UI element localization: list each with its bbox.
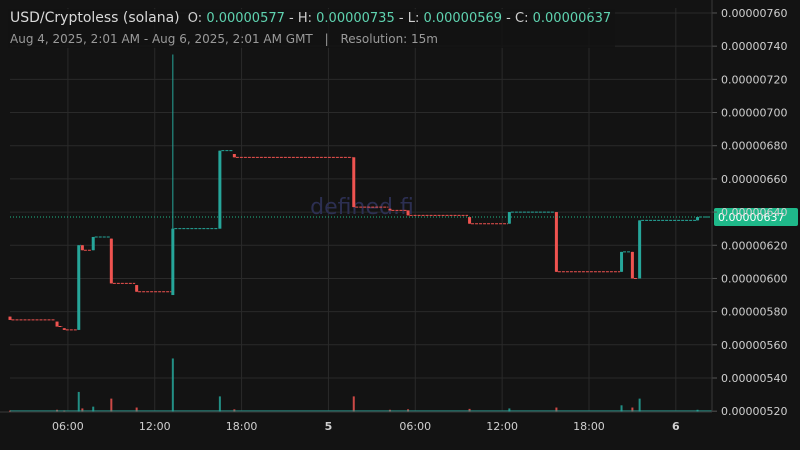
volume-bar [631,407,634,412]
low-value: 0.00000569 [423,11,503,26]
time-tick-label: 18:00 [573,420,605,433]
candle-body [8,316,12,320]
candle-body [55,321,59,327]
volume-baseline [10,410,712,412]
candle-body [468,217,472,224]
volume-bar [555,407,558,412]
candle-body [77,245,81,330]
volume-bar [77,391,80,412]
high-value: 0.00000735 [316,11,395,26]
open-value: 0.00000577 [206,11,285,26]
time-tick-label: 12:00 [139,420,171,433]
volume-bars [9,358,712,412]
separator: | [324,32,329,46]
candle-body [507,212,511,224]
candle-body [171,228,175,296]
chart-header: USD/Cryptoless (solana) O: 0.00000577 - … [8,9,616,48]
volume-bar [638,398,641,412]
time-tick-label: 06:00 [399,420,431,433]
candle-body [62,328,66,330]
volume-bar [135,407,138,412]
price-tick-label: 0.00000520 [721,405,787,418]
candle-body [232,154,236,158]
time-tick-label: 5 [325,420,333,433]
candle-body [554,212,558,272]
candle-body [620,251,624,272]
time-tick-label: 12:00 [486,420,518,433]
subtitle-line: Aug 4, 2025, 2:01 AM - Aug 6, 2025, 2:01… [10,32,611,46]
last-price-line: 0.00000637 [10,208,798,227]
close-value: 0.00000637 [532,11,612,26]
time-tick-label: 06:00 [52,420,84,433]
title-line: USD/Cryptoless (solana) O: 0.00000577 - … [10,10,612,26]
price-tick-label: 0.00000720 [721,73,787,86]
volume-bar [171,358,174,412]
close-label: C: [515,11,529,26]
price-tick-label: 0.00000760 [721,7,787,20]
price-tick-label: 0.00000560 [721,339,787,352]
candle-body [406,210,410,216]
price-tick-label: 0.00000700 [721,107,787,120]
last-price-label: 0.00000637 [718,211,784,224]
candle-body [630,251,634,279]
candles [8,54,711,331]
price-tick-label: 0.00000620 [721,239,787,252]
time-axis[interactable]: 06:00 12:00 18:00 5 06:00 12:00 18:00 6 [0,411,712,433]
candle-body [352,157,356,208]
volume-bar [110,398,113,412]
candle-body [80,245,84,251]
last-price-tag [714,208,798,227]
pair-title: USD/Cryptoless (solana) [10,10,180,26]
open-label: O: [187,11,203,26]
resolution: Resolution: 15m [340,32,438,46]
candle-body [696,217,700,221]
candle-body [135,285,139,292]
price-tick-label: 0.00000580 [721,306,787,319]
time-tick-label: 18:00 [226,420,258,433]
price-tick-label: 0.00000660 [721,173,787,186]
price-tick-label: 0.00000680 [721,140,787,153]
price-tick-label: 0.00000600 [721,272,787,285]
price-tick-label: 0.00000740 [721,40,787,53]
date-range: Aug 4, 2025, 2:01 AM - Aug 6, 2025, 2:01… [10,32,313,46]
volume-bar [620,405,623,412]
candle-body [388,208,392,211]
high-label: H: [297,11,313,26]
candle-body [91,236,95,251]
time-tick-label: 6 [672,420,680,433]
candle-body [638,220,642,279]
price-tick-label: 0.00000640 [721,206,787,219]
low-label: L: [407,11,420,26]
candle-body [109,238,113,284]
volume-bar [218,396,221,412]
price-axis[interactable]: 0.00000520 0.00000540 0.00000560 0.00000580… [711,0,787,418]
volume-bar [352,396,355,412]
price-tick-label: 0.00000540 [721,372,787,385]
candle-body [218,150,222,229]
volume-bar [92,406,95,412]
